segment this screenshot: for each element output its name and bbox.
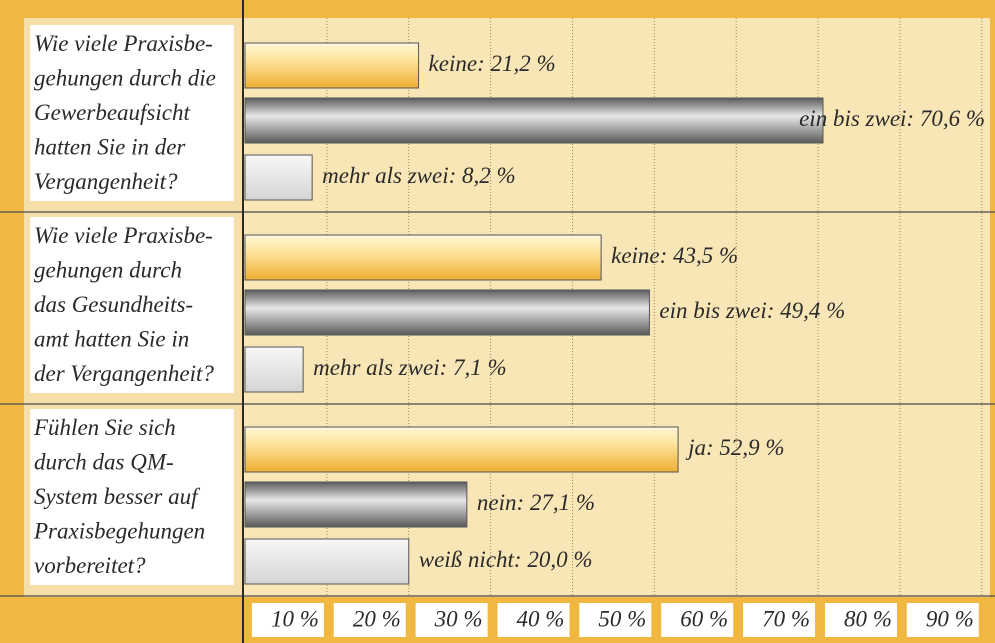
bar	[244, 538, 410, 585]
x-tick-label: 50 %	[598, 606, 646, 631]
question-line: Wie viele Praxisbe-	[34, 223, 213, 248]
tick-label-box	[906, 603, 979, 637]
value-label: mehr als zwei: 8,2 %	[322, 163, 516, 188]
question-line: das Gesundheits-	[34, 292, 193, 317]
x-tick-label: 20 %	[353, 606, 401, 631]
question-line: gehungen durch die	[34, 66, 216, 91]
question-line: System besser auf	[34, 484, 201, 509]
value-label: mehr als zwei: 7,1 %	[313, 355, 507, 380]
tick-label-box	[415, 603, 488, 637]
question: Fühlen Sie sich durch das QM- System besse…	[33, 415, 205, 578]
question-box	[30, 409, 234, 585]
x-tick-label: 80 %	[844, 606, 892, 631]
value-label: ein bis zwei: 49,4 %	[659, 298, 845, 323]
question: Wie viele Praxisbe-gehungen durch das Ges…	[34, 223, 214, 386]
question-box	[30, 217, 234, 393]
value-label: ja: 52,9 %	[685, 435, 784, 460]
question-line: durch das QM-	[34, 450, 174, 475]
value-label: keine: 43,5 %	[611, 243, 738, 268]
tick-label-box	[661, 603, 734, 637]
question-line: der Vergangenheit?	[34, 361, 214, 386]
value-label: nein: 27,1 %	[477, 490, 595, 515]
question-line: gehungen durch	[34, 258, 182, 283]
x-tick-label: 90 %	[926, 606, 974, 631]
question-line: hatten Sie in der	[34, 135, 186, 160]
tick-label-box	[579, 603, 652, 637]
value-label: weiß nicht: 20,0 %	[419, 547, 593, 572]
question-line: Praxisbegehungen	[33, 519, 205, 544]
question: Wie viele Praxisbe-gehungen durch die Gew…	[34, 31, 216, 194]
question-line: Fühlen Sie sich	[33, 415, 176, 440]
question-line: amt hatten Sie in	[34, 327, 189, 352]
bar	[244, 42, 420, 89]
tick-label-box	[251, 603, 324, 637]
bar	[244, 154, 313, 201]
x-tick-label: 70 %	[762, 606, 810, 631]
question-line: Vergangenheit?	[34, 169, 178, 194]
tick-label-box	[497, 603, 570, 637]
x-tick-label: 10 %	[271, 606, 319, 631]
x-tick-label: 30 %	[434, 606, 483, 631]
question-line: Gewerbeaufsicht	[34, 100, 190, 125]
bar	[244, 97, 824, 144]
question-line: vorbereitet?	[34, 553, 146, 578]
tick-label-box	[743, 603, 816, 637]
bar	[244, 426, 679, 473]
value-label: ein bis zwei: 70,6 %	[799, 106, 985, 131]
bar	[244, 289, 650, 336]
x-tick-label: 40 %	[517, 606, 565, 631]
question-line: Wie viele Praxisbe-	[34, 31, 213, 56]
bar	[244, 346, 304, 393]
x-tick-label: 60 %	[680, 606, 728, 631]
tick-label-box	[333, 603, 406, 637]
tick-label-box	[824, 603, 897, 637]
value-label: keine: 21,2 %	[429, 51, 556, 76]
question-box	[30, 25, 234, 201]
bar	[244, 481, 468, 528]
bar	[244, 234, 602, 281]
